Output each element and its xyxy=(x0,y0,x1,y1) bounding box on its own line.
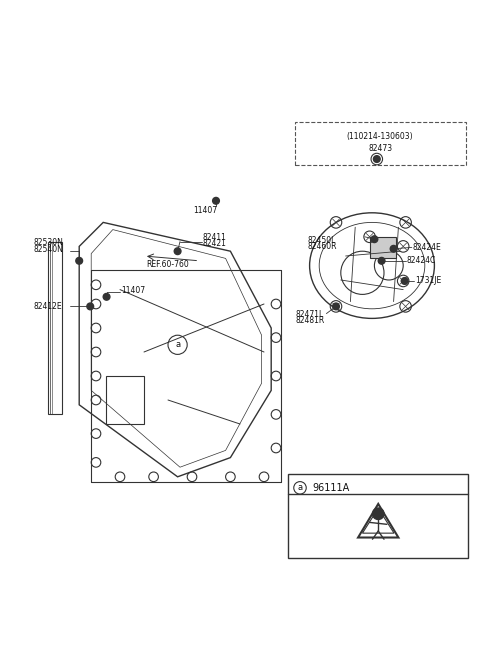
Text: 1731JE: 1731JE xyxy=(415,276,441,285)
Circle shape xyxy=(378,257,385,264)
FancyBboxPatch shape xyxy=(288,474,468,558)
Text: 11407: 11407 xyxy=(121,286,145,295)
Text: 96111A: 96111A xyxy=(312,483,349,493)
Circle shape xyxy=(371,236,378,243)
Text: 82473: 82473 xyxy=(368,144,392,154)
Text: 82412E: 82412E xyxy=(34,302,62,311)
FancyBboxPatch shape xyxy=(370,237,396,258)
Text: a: a xyxy=(175,340,180,349)
Circle shape xyxy=(372,508,384,520)
Text: (110214-130603): (110214-130603) xyxy=(347,131,413,140)
Text: 82471L: 82471L xyxy=(295,310,324,319)
Text: 82530N: 82530N xyxy=(34,238,63,247)
Circle shape xyxy=(213,197,219,204)
Circle shape xyxy=(87,303,94,310)
Text: 82421: 82421 xyxy=(203,239,227,249)
Circle shape xyxy=(333,303,339,310)
Circle shape xyxy=(373,155,380,163)
Text: 82540N: 82540N xyxy=(34,245,63,254)
Circle shape xyxy=(76,257,83,264)
Text: 82411: 82411 xyxy=(203,234,227,242)
Circle shape xyxy=(103,293,110,300)
Text: REF.60-760: REF.60-760 xyxy=(146,260,190,269)
Text: a: a xyxy=(298,483,302,493)
Circle shape xyxy=(390,245,397,252)
Text: 82450L: 82450L xyxy=(307,236,336,245)
Text: 82481R: 82481R xyxy=(295,316,324,325)
Text: 82424C: 82424C xyxy=(407,256,436,265)
Circle shape xyxy=(174,248,181,255)
Text: 11407: 11407 xyxy=(193,206,217,215)
Text: 82460R: 82460R xyxy=(307,242,336,251)
Circle shape xyxy=(401,277,408,284)
Text: 82424E: 82424E xyxy=(413,243,442,252)
